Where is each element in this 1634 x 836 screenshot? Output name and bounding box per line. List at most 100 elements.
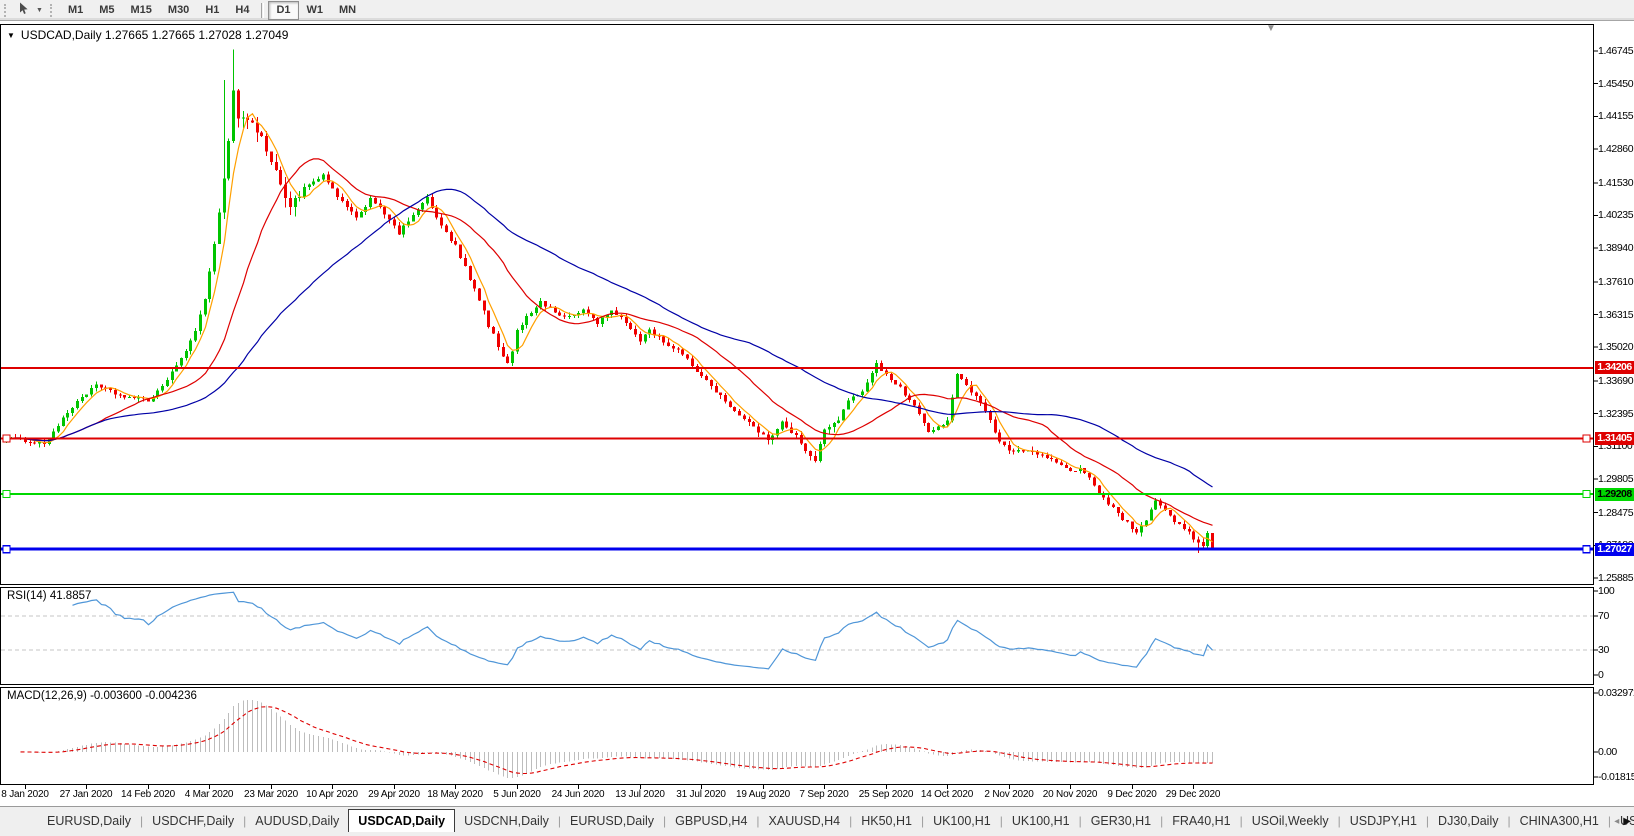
tab-xauusd-h4[interactable]: XAUUSD,H4	[768, 814, 841, 828]
timeframe-buttons: M1 M5 M15 M30 H1 H4 D1 W1 MN	[60, 0, 364, 20]
toolbar-grip[interactable]	[4, 3, 9, 17]
tab-separator: |	[1078, 814, 1082, 828]
date-axis-label: 7 Sep 2020	[799, 789, 849, 800]
chart-title-text: USDCAD,Daily 1.27665 1.27665 1.27028 1.2…	[20, 28, 289, 42]
price-axis-label: 1.25885	[1598, 572, 1634, 584]
tab-separator: |	[140, 814, 144, 828]
tab-usoil-[interactable]: USOil,	[1619, 814, 1634, 828]
tab-hk50-h1[interactable]: HK50,H1	[861, 814, 912, 828]
chart-tabs: EURUSD,Daily | USDCHF,Daily | AUDUSD,Daily US…	[0, 807, 1634, 832]
tab-scroll-right-icon[interactable]: ▶	[1623, 816, 1631, 827]
date-axis-label: 5 Jun 2020	[493, 789, 541, 800]
date-axis-label: 18 May 2020	[427, 789, 483, 800]
price-axis-label: 1.38940	[1598, 242, 1634, 255]
price-level-badge: 1.29208	[1595, 487, 1634, 501]
price-axis-label: 1.40235	[1598, 209, 1634, 222]
date-axis-label: 8 Jan 2020	[1, 789, 49, 800]
date-axis-label: 4 Mar 2020	[184, 789, 234, 800]
tab-dj30-daily[interactable]: DJ30,Daily	[1438, 814, 1499, 828]
date-axis-label: 27 Jan 2020	[59, 789, 113, 800]
cursor-tool-caret[interactable]: ▼	[36, 6, 43, 14]
date-axis-label: 20 Nov 2020	[1042, 789, 1098, 800]
tab-usdcnh-daily[interactable]: USDCNH,Daily	[464, 814, 549, 828]
tab-separator: |	[920, 814, 925, 828]
rsi-label: RSI(14) 41.8857	[7, 590, 92, 602]
timeframe-button-d1[interactable]: D1	[268, 0, 299, 20]
price-level-badge: 1.31405	[1595, 432, 1634, 446]
tab-separator: |	[1160, 814, 1164, 828]
price-axis-label: 1.28475	[1598, 506, 1634, 519]
tab-usdchf-daily[interactable]: USDCHF,Daily	[152, 814, 235, 828]
tab-separator: |	[1507, 814, 1511, 828]
timeframe-button-m5[interactable]: M5	[99, 4, 115, 16]
macd-label: MACD(12,26,9) -0.003600 -0.004236	[7, 690, 197, 702]
tab-usoil-weekly[interactable]: USOil,Weekly	[1251, 814, 1329, 828]
tab-scroll-left-icon[interactable]: ◂	[1614, 816, 1620, 827]
tab-fra40-h1[interactable]: FRA40,H1	[1172, 814, 1231, 828]
tab-separator: |	[663, 814, 667, 828]
price-axis-label: 1.36315	[1598, 308, 1634, 321]
tab-eurusd-daily[interactable]: EURUSD,Daily	[569, 814, 655, 828]
price-axis-label: 1.44155	[1598, 110, 1634, 123]
date-axis-label: 13 Jul 2020	[615, 789, 665, 800]
tab-china300-h1[interactable]: CHINA300,H1	[1519, 814, 1599, 828]
date-axis-label: 10 Apr 2020	[306, 789, 358, 800]
price-level-badge: 1.27027	[1595, 542, 1634, 556]
rsi-axis-label: 70	[1598, 610, 1609, 623]
macd-axis-label: 0.00	[1598, 746, 1617, 758]
rsi-axis-label: 100	[1598, 585, 1615, 597]
price-axis-label: 1.35020	[1598, 341, 1634, 354]
date-axis-label: 14 Feb 2020	[121, 789, 175, 800]
price-axis-label: 1.46745	[1598, 45, 1634, 57]
collapse-icon[interactable]: ▼	[7, 30, 15, 40]
tab-separator: |	[1337, 814, 1341, 828]
rsi-axis-label: 0	[1598, 669, 1604, 681]
price-axis-label: 1.29805	[1598, 472, 1634, 485]
chart-title: ▼ USDCAD,Daily 1.27665 1.27665 1.27028 1…	[7, 28, 288, 42]
tab-audusd-daily[interactable]: AUDUSD,Daily	[255, 814, 340, 828]
tab-separator: |	[1425, 814, 1430, 828]
toolbar-separator	[261, 2, 265, 18]
date-axis-label: 25 Sep 2020	[858, 789, 914, 800]
timeframe-button-h1[interactable]: H1	[205, 4, 220, 16]
timeframe-button-h4[interactable]: H4	[235, 4, 250, 16]
date-axis-label: 14 Oct 2020	[920, 789, 974, 800]
tab-separator: |	[243, 814, 247, 828]
timeframe-button-m15[interactable]: M15	[130, 4, 152, 16]
tab-separator: |	[557, 814, 561, 828]
tab-eurusd-daily[interactable]: EURUSD,Daily	[47, 814, 132, 828]
tab-separator: |	[1239, 814, 1243, 828]
price-axis-label: 1.41530	[1598, 176, 1634, 189]
chart-tabbar: EURUSD,Daily | USDCHF,Daily | AUDUSD,Daily US…	[0, 806, 1634, 836]
timeframe-button-mn[interactable]: MN	[339, 4, 357, 16]
timeframe-button-m30[interactable]: M30	[167, 4, 190, 16]
tab-separator: |	[999, 814, 1003, 828]
date-axis-label: 2 Nov 2020	[984, 789, 1034, 800]
chart-shift-marker-icon[interactable]: ▼	[1266, 23, 1276, 34]
tab-gbpusd-h4[interactable]: GBPUSD,H4	[675, 814, 748, 828]
date-axis-label: 31 Jul 2020	[676, 789, 726, 800]
tab-uk100-h1[interactable]: UK100,H1	[933, 814, 991, 828]
timeframe-button-m1[interactable]: M1	[67, 4, 84, 16]
date-axis-label: 9 Dec 2020	[1107, 789, 1157, 800]
tab-usdcad-daily[interactable]: USDCAD,Daily	[348, 809, 456, 832]
date-axis-label: 24 Jun 2020	[551, 789, 605, 800]
date-axis-label: 19 Aug 2020	[736, 789, 790, 800]
timeframe-button-w1[interactable]: W1	[306, 4, 324, 16]
date-axis-label: 29 Apr 2020	[368, 789, 420, 800]
tab-separator: |	[756, 814, 760, 828]
price-level-badge: 1.34206	[1595, 361, 1634, 375]
tab-separator: |	[849, 814, 853, 828]
price-axis-label: 1.37610	[1598, 275, 1634, 288]
price-axis-label: 1.45450	[1598, 77, 1634, 90]
tab-ger30-h1[interactable]: GER30,H1	[1090, 814, 1152, 828]
toolbar-grip-2[interactable]	[49, 3, 55, 17]
macd-axis-label: -0.01815	[1598, 771, 1634, 783]
tab-uk100-h1[interactable]: UK100,H1	[1011, 814, 1070, 828]
price-axis-label: 1.42860	[1598, 143, 1634, 156]
cursor-tool-button[interactable]	[14, 1, 33, 20]
cursor-icon	[18, 2, 29, 18]
tab-usdjpy-h1[interactable]: USDJPY,H1	[1349, 814, 1417, 828]
